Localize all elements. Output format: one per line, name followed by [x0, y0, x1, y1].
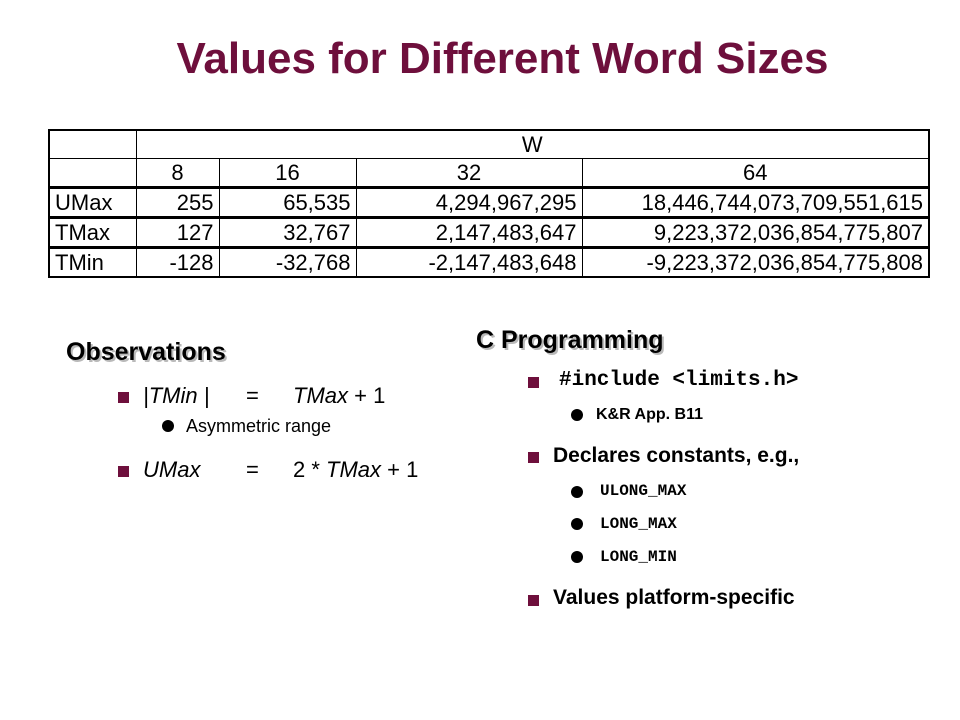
table-cell: 4,294,967,295: [355, 187, 583, 219]
table-corner-cell: [48, 129, 137, 159]
square-bullet-icon: [118, 392, 129, 403]
obs-eq: =: [246, 457, 259, 482]
obs-rhs-var: TMax: [326, 457, 382, 482]
table-row-label: TMin: [48, 247, 137, 278]
table-group-header-w: W: [135, 129, 930, 159]
table-cell: 127: [135, 217, 220, 249]
obs-rhs: TMax + 1: [293, 383, 385, 409]
dot-bullet-icon: [571, 486, 583, 498]
square-bullet-icon: [528, 377, 539, 388]
observations-heading: Observations: [66, 338, 226, 366]
table-cell: 65,535: [218, 187, 357, 219]
square-bullet-icon: [118, 466, 129, 477]
values-platform-specific: Values platform-specific: [553, 586, 795, 609]
include-line: #include <limits.h>: [559, 369, 799, 392]
table-cell: -2,147,483,648: [355, 247, 583, 278]
dot-bullet-icon: [571, 551, 583, 563]
table-row-tmin: TMin -128 -32,768 -2,147,483,648 -9,223,…: [48, 247, 930, 278]
dot-bullet-icon: [571, 518, 583, 530]
table-cell: -9,223,372,036,854,775,808: [581, 247, 930, 278]
include-sub: K&R App. B11: [596, 406, 703, 423]
table-cell: -128: [135, 247, 220, 278]
obs-lhs: |TMin |: [143, 383, 210, 408]
observation-sub-asymmetric: Asymmetric range: [186, 416, 332, 436]
table-row-label: TMax: [48, 217, 137, 249]
square-bullet-icon: [528, 452, 539, 463]
constant-long-max: LONG_MAX: [600, 515, 677, 533]
table-col-header: 32: [355, 158, 583, 189]
table-row-tmax: TMax 127 32,767 2,147,483,647 9,223,372,…: [48, 217, 930, 249]
square-bullet-icon: [528, 595, 539, 606]
table-corner-cell-2: [48, 158, 137, 189]
obs-rhs-var: TMax: [293, 383, 348, 408]
dot-bullet-icon: [571, 409, 583, 421]
table-header-row-sizes: 8 16 32 64: [48, 158, 930, 189]
obs-rhs-rest: + 1: [381, 457, 419, 482]
dot-bullet-icon: [162, 420, 174, 432]
table-cell: 2,147,483,647: [355, 217, 583, 249]
constant-long-min: LONG_MIN: [600, 548, 677, 566]
observation-item-umax: UMax: [143, 457, 200, 483]
obs-rhs-rest: + 1: [348, 383, 386, 408]
obs-lhs: UMax: [143, 457, 201, 482]
table-col-header: 64: [581, 158, 930, 189]
observation-item-tmin: |TMin |: [143, 383, 209, 409]
table-header-row-w: W: [48, 129, 930, 159]
table-cell: 18,446,744,073,709,551,615: [581, 187, 930, 219]
table-row-label: UMax: [48, 187, 137, 219]
table-col-header: 16: [218, 158, 357, 189]
table-cell: 32,767: [218, 217, 357, 249]
c-programming-heading: C Programming: [476, 326, 664, 354]
table-col-header: 8: [135, 158, 220, 189]
constant-ulong-max: ULONG_MAX: [600, 482, 687, 500]
word-size-table: W 8 16 32 64 UMax 255 65,535 4,294,967,2…: [48, 129, 931, 278]
slide-title: Values for Different Word Sizes: [176, 34, 829, 83]
declares-constants: Declares constants, e.g.,: [553, 444, 800, 467]
table-cell: -32,768: [218, 247, 357, 278]
table-cell: 255: [135, 187, 220, 219]
table-row-umax: UMax 255 65,535 4,294,967,295 18,446,744…: [48, 187, 930, 219]
obs-rhs-pre: 2 *: [293, 457, 327, 482]
obs-rhs: 2 * TMax + 1: [293, 457, 418, 483]
table-cell: 9,223,372,036,854,775,807: [581, 217, 930, 249]
obs-eq: =: [246, 383, 259, 408]
